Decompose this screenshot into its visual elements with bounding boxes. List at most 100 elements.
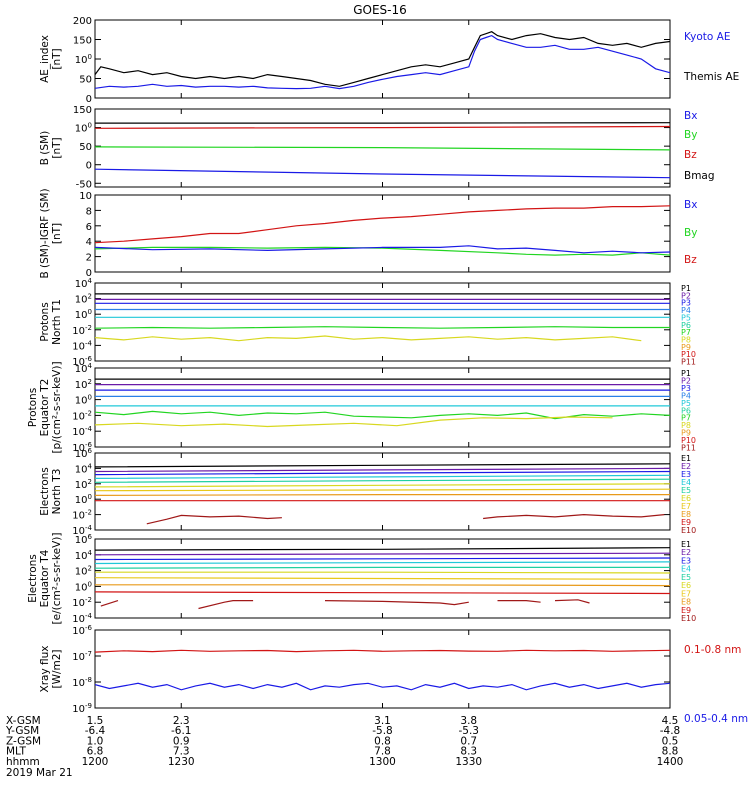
y-tick-label: 10-4 <box>72 339 92 352</box>
y-tick-label: 150 <box>73 105 92 116</box>
x-row-value: -6.1 <box>171 725 192 737</box>
series-line-e4 <box>95 474 670 479</box>
series-line-e9 <box>95 591 670 595</box>
x-row-value: 3.8 <box>460 715 477 727</box>
legend-entry: Kyoto AE <box>684 31 730 43</box>
panel-frame <box>94 282 671 362</box>
x-row-value: -4.8 <box>660 725 681 737</box>
series-line-e10b <box>483 513 665 520</box>
y-tick-label: 10-7 <box>72 650 92 663</box>
series-line-p8 <box>95 416 613 428</box>
legend-entry: E8 <box>681 510 691 519</box>
legend-entry: E8 <box>681 598 691 607</box>
x-row-value: 1300 <box>369 756 396 768</box>
x-row-value: 1400 <box>657 756 684 768</box>
y-tick-label: 10-2 <box>72 596 92 609</box>
series-line-by <box>95 146 670 151</box>
series-line-0-05-0-4-nm <box>95 682 670 691</box>
series-line-bx <box>95 168 670 179</box>
x-row-value: -5.8 <box>372 725 393 737</box>
panel-frame <box>94 19 671 99</box>
x-row-value: 7.8 <box>374 746 391 758</box>
y-tick-label: 10-6 <box>72 624 92 637</box>
x-row-value: -5.3 <box>459 725 480 737</box>
x-row-value: 0.8 <box>374 735 391 747</box>
y-tick-label: 100 <box>75 580 92 593</box>
x-row-value: 1330 <box>455 756 482 768</box>
x-row-value: 7.3 <box>173 746 190 758</box>
series-line-by <box>95 246 670 256</box>
series-line-e4 <box>95 561 670 565</box>
legend-entry: P9 <box>681 429 691 438</box>
x-row-value: 1230 <box>168 756 195 768</box>
y-axis-label: B (SM)[nT] <box>39 131 63 165</box>
y-tick-label: 102 <box>75 478 92 491</box>
series-line-e1 <box>95 463 670 468</box>
series-line-e10d <box>497 599 541 603</box>
x-row-value: 1.5 <box>87 715 104 727</box>
y-axis-label: B (SM)-IGRF (SM)[nT] <box>39 188 63 278</box>
legend-entry: P2 <box>681 376 691 385</box>
series-line-p8 <box>95 335 642 342</box>
y-tick-label: 0 <box>86 268 92 279</box>
legend-entry: E4 <box>681 478 691 487</box>
y-tick-label: 10-2 <box>72 409 92 422</box>
legend-entry: E5 <box>681 573 691 582</box>
x-row-value: 4.5 <box>662 715 679 727</box>
legend-entry: Themis AE <box>683 71 739 83</box>
x-row-value: 8.3 <box>460 746 477 758</box>
y-tick-label: 10-2 <box>72 509 92 522</box>
legend-entry: E4 <box>681 565 691 574</box>
y-tick-label: 10-8 <box>72 676 92 689</box>
series-line-themis-ae <box>95 31 670 87</box>
y-tick-label: 100 <box>75 308 92 321</box>
legend-entry: E9 <box>681 606 691 615</box>
x-row-value: 2.3 <box>173 715 190 727</box>
panel-8: 10-9 10-8 10-7 10-6 Xray flux[W/m2] 0.1-0.8 n… <box>39 624 748 725</box>
series-line-e10b <box>198 599 254 610</box>
y-tick-label: 104 <box>75 277 93 290</box>
panel-2: -50 0 50 100 150 B (SM)[nT] Bx By Bz Bmag <box>39 105 715 190</box>
y-axis-label: ProtonsEquator T2[p/(cm²-s-sr-keV)] <box>27 361 63 453</box>
series-line-e10e <box>554 599 590 604</box>
legend-entry: E9 <box>681 518 691 527</box>
legend-entry: P10 <box>681 350 696 359</box>
y-tick-label: 104 <box>75 362 93 375</box>
series-line-0-1-0-8-nm <box>95 649 670 653</box>
panel-frame <box>94 194 671 273</box>
y-tick-label: 100 <box>75 493 92 506</box>
y-tick-label: 104 <box>75 462 93 475</box>
y-tick-label: 100 <box>75 394 92 407</box>
legend-entry: P11 <box>681 444 696 453</box>
x-row-value: 0.9 <box>173 735 190 747</box>
series-line-e7 <box>95 577 670 580</box>
series-line-e5 <box>95 566 670 569</box>
y-axis-label: Xray flux[W/m2] <box>39 646 63 693</box>
legend-entry: E7 <box>681 589 691 598</box>
x-row-value: 3.1 <box>374 715 391 727</box>
legend-entry: P1 <box>681 284 691 293</box>
y-tick-label: 100 <box>75 122 92 135</box>
x-row-value: 1.0 <box>87 735 104 747</box>
series-line-e3 <box>95 470 670 476</box>
y-tick-label: 10 <box>79 191 92 202</box>
series-line-kyoto-ae <box>95 34 670 90</box>
legend-entry: P1 <box>681 369 691 378</box>
series-line-e10 <box>100 600 119 607</box>
x-row-label: Y-GSM <box>5 725 39 737</box>
x-row-label: Z-GSM <box>6 735 41 747</box>
y-tick-label: 102 <box>75 293 92 306</box>
legend-entry: E1 <box>681 540 691 549</box>
y-tick-label: 102 <box>75 565 92 578</box>
legend-entry: Bz <box>684 254 697 266</box>
legend-entry: P5 <box>681 313 691 322</box>
y-tick-label: 10-9 <box>72 702 92 715</box>
panel-3: 0 2 4 6 8 10 B (SM)-IGRF (SM)[nT] Bx By Bz <box>39 188 697 279</box>
y-tick-label: 50 <box>79 75 92 86</box>
legend-entry: 0.1-0.8 nm <box>684 644 741 656</box>
legend-entry: Bmag <box>684 170 715 182</box>
legend-entry: E7 <box>681 502 691 511</box>
y-axis-label: AE_index[nT] <box>39 35 63 83</box>
series-line-e8 <box>95 584 670 587</box>
